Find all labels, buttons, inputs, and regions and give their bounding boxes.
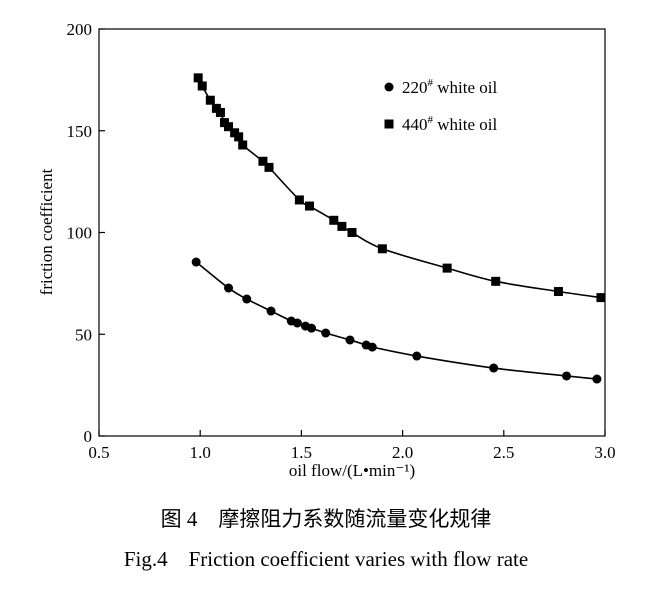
legend-label-220: 220# white oil bbox=[402, 77, 497, 97]
y-axis-label: friction coefficient bbox=[37, 168, 56, 295]
legend-marker-circle bbox=[384, 82, 394, 92]
data-point-square bbox=[596, 293, 606, 303]
friction-chart: 0.5 1.0 1.5 2.0 2.5 3.0 0 50 100 150 200 friction … bbox=[37, 20, 616, 480]
y-tick-label: 100 bbox=[67, 224, 93, 243]
x-tick-label: 2.0 bbox=[392, 443, 413, 462]
y-tick-label: 200 bbox=[67, 20, 93, 39]
data-point-circle bbox=[412, 351, 422, 361]
data-point-square bbox=[215, 107, 225, 117]
data-point-square bbox=[234, 132, 244, 142]
legend: 220# white oil 440# white oil bbox=[384, 77, 497, 134]
data-point-circle bbox=[191, 257, 201, 267]
data-point-square bbox=[224, 122, 234, 132]
data-point-square bbox=[258, 156, 268, 166]
data-point-square bbox=[197, 81, 207, 91]
legend-marker-square bbox=[384, 119, 394, 129]
data-point-square bbox=[442, 263, 452, 273]
data-point-circle bbox=[292, 318, 302, 328]
data-point-square bbox=[337, 221, 347, 231]
x-tick-label: 3.0 bbox=[594, 443, 615, 462]
data-point-square bbox=[553, 287, 563, 297]
caption-chinese: 图 4 摩擦阻力系数随流量变化规律 bbox=[160, 507, 492, 531]
data-point-circle bbox=[242, 294, 252, 304]
data-point-square bbox=[264, 162, 274, 172]
data-point-circle bbox=[345, 335, 355, 345]
fit-curve-1 bbox=[197, 77, 602, 299]
x-tick-label: 2.5 bbox=[493, 443, 514, 462]
data-point-circle bbox=[321, 328, 331, 338]
data-point-circle bbox=[266, 306, 276, 316]
data-point-square bbox=[205, 95, 215, 105]
x-axis-label: oil flow/(L•min⁻¹) bbox=[289, 461, 415, 480]
data-point-square bbox=[304, 201, 314, 211]
data-point-square bbox=[491, 276, 501, 286]
data-point-square bbox=[347, 228, 357, 237]
data-point-square bbox=[329, 215, 339, 225]
data-point-square bbox=[294, 195, 304, 205]
data-point-square bbox=[377, 244, 387, 254]
x-tick-label: 1.5 bbox=[291, 443, 312, 462]
data-point-circle bbox=[592, 374, 602, 384]
fit-curve-0 bbox=[195, 261, 597, 380]
data-point-circle bbox=[489, 363, 499, 373]
data-point-circle bbox=[224, 283, 234, 293]
caption-english: Fig.4 Friction coefficient varies with f… bbox=[123, 547, 529, 571]
data-point-circle bbox=[562, 371, 572, 381]
y-tick-label: 50 bbox=[75, 325, 92, 344]
y-tick-label: 150 bbox=[67, 122, 93, 141]
data-point-circle bbox=[307, 323, 317, 333]
data-point-square bbox=[238, 140, 248, 150]
x-tick-label: 1.0 bbox=[190, 443, 211, 462]
data-point-circle bbox=[367, 342, 377, 352]
legend-label-440: 440# white oil bbox=[402, 114, 497, 134]
data-point-square bbox=[193, 73, 203, 83]
y-tick-label: 0 bbox=[84, 427, 93, 446]
x-tick-label: 0.5 bbox=[88, 443, 109, 462]
